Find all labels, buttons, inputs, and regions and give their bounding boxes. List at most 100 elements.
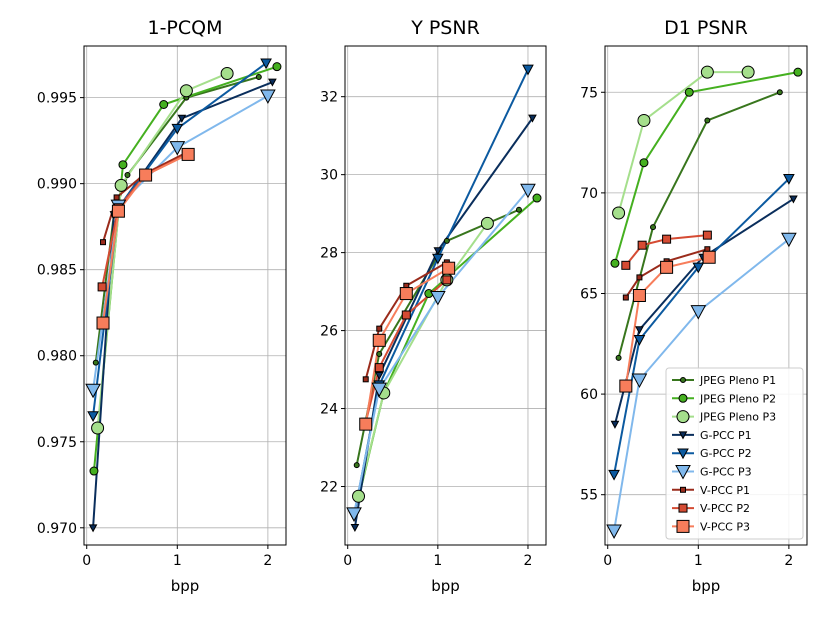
data-point-g-pcc-p3 <box>429 290 446 306</box>
x-tick-label: 2 <box>524 553 533 569</box>
data-point-v-pcc-p3 <box>632 289 646 302</box>
legend-marker <box>675 465 691 480</box>
data-point-g-pcc-p3 <box>781 232 797 248</box>
legend-label: V-PCC P2 <box>700 502 750 515</box>
data-point-g-pcc-p2 <box>608 469 620 481</box>
y-tick-label: 0.975 <box>37 435 77 451</box>
data-point-v-pcc-p3 <box>619 379 633 393</box>
series-line-v-pcc-p2 <box>364 279 448 423</box>
x-tick-label: 0 <box>603 553 612 569</box>
data-point-g-pcc-p2 <box>633 335 646 346</box>
chart-title: 1-PCQM <box>147 17 222 39</box>
data-point-g-pcc-p2 <box>171 123 184 135</box>
data-point-jpeg-pleno-p1 <box>650 224 657 231</box>
data-point-v-pcc-p3 <box>372 333 386 347</box>
legend-marker <box>680 377 686 383</box>
legend-box <box>665 367 804 540</box>
y-tick-label: 60 <box>580 387 598 403</box>
series-line-jpeg-pleno-p2 <box>614 71 799 264</box>
series-line-g-pcc-p1 <box>353 117 534 528</box>
data-point-g-pcc-p1 <box>789 195 798 204</box>
y-tick-label: 24 <box>320 402 338 418</box>
series-line-v-pcc-p3 <box>364 267 450 425</box>
legend-label: G-PCC P1 <box>700 429 752 442</box>
data-point-jpeg-pleno-p1 <box>376 350 383 357</box>
data-point-v-pcc-p1 <box>376 325 383 332</box>
series-group <box>606 65 803 539</box>
data-point-v-pcc-p3 <box>660 260 674 274</box>
y-tick-label: 75 <box>580 85 598 101</box>
data-point-v-pcc-p2 <box>374 363 384 373</box>
data-point-jpeg-pleno-p1 <box>443 237 450 244</box>
x-tick-label: 1 <box>694 553 703 569</box>
data-point-jpeg-pleno-p3 <box>741 65 755 79</box>
x-tick-label: 1 <box>433 553 442 569</box>
legend-marker <box>678 431 688 440</box>
data-point-v-pcc-p3 <box>442 261 456 275</box>
series-line-g-pcc-p3 <box>92 95 269 391</box>
legend-label: JPEG Pleno P3 <box>699 411 776 424</box>
data-point-jpeg-pleno-p1 <box>353 462 360 469</box>
data-point-jpeg-pleno-p2 <box>159 100 169 110</box>
series-line-g-pcc-p3 <box>613 238 790 532</box>
series-line-jpeg-pleno-p3 <box>357 222 489 497</box>
legend-marker <box>677 448 689 460</box>
x-axis-label: bpp <box>692 577 721 595</box>
series-line-v-pcc-p3 <box>102 153 189 324</box>
y-tick-label: 55 <box>580 488 598 504</box>
data-point-v-pcc-p2 <box>621 260 631 270</box>
data-point-g-pcc-p1 <box>268 78 277 87</box>
x-tick-label: 0 <box>82 553 91 569</box>
data-point-g-pcc-p3 <box>606 524 622 539</box>
series-group <box>85 58 282 533</box>
series-line-g-pcc-p1 <box>92 81 273 528</box>
y-tick-label: 0.985 <box>37 263 77 279</box>
legend-label: V-PCC P1 <box>700 484 750 497</box>
data-point-jpeg-pleno-p2 <box>639 158 649 168</box>
legend-marker <box>680 486 686 493</box>
data-point-jpeg-pleno-p1 <box>124 172 131 179</box>
data-point-jpeg-pleno-p2 <box>793 67 803 77</box>
series-line-v-pcc-p1 <box>364 261 448 380</box>
data-point-v-pcc-p2 <box>442 275 452 285</box>
axes-frame <box>604 45 808 546</box>
x-tick-label: 1 <box>173 553 182 569</box>
data-point-g-pcc-p2 <box>692 262 705 274</box>
x-axis-label: bpp <box>171 577 200 595</box>
data-point-jpeg-pleno-p2 <box>272 62 282 72</box>
data-point-jpeg-pleno-p1 <box>515 206 522 213</box>
data-point-v-pcc-p3 <box>96 316 110 330</box>
data-point-v-pcc-p3 <box>111 204 125 218</box>
y-tick-label: 28 <box>320 246 338 262</box>
data-point-jpeg-pleno-p3 <box>700 65 714 79</box>
data-point-jpeg-pleno-p3 <box>352 489 366 503</box>
legend-label: G-PCC P3 <box>700 466 752 479</box>
data-point-jpeg-pleno-p1 <box>255 73 262 80</box>
chart-title: Y PSNR <box>410 17 480 39</box>
data-point-v-pcc-p1 <box>622 294 629 301</box>
series-line-v-pcc-p1 <box>102 151 187 243</box>
data-point-jpeg-pleno-p3 <box>91 421 105 435</box>
data-point-v-pcc-p1 <box>636 274 643 281</box>
legend-marker <box>676 410 690 424</box>
y-tick-label: 32 <box>320 90 338 106</box>
data-point-g-pcc-p2 <box>431 253 444 265</box>
data-point-v-pcc-p3 <box>139 168 153 182</box>
data-point-g-pcc-p1 <box>374 371 384 380</box>
data-point-g-pcc-p1 <box>350 523 360 533</box>
data-point-g-pcc-p1 <box>433 247 443 256</box>
legend-label: G-PCC P2 <box>700 447 752 460</box>
data-point-g-pcc-p1 <box>635 326 644 335</box>
legend-label: JPEG Pleno P1 <box>699 374 776 387</box>
data-point-v-pcc-p1 <box>100 239 107 246</box>
y-tick-label: 30 <box>320 168 338 184</box>
legend-marker <box>678 503 688 513</box>
data-point-v-pcc-p2 <box>702 230 712 240</box>
data-point-g-pcc-p2 <box>260 58 272 70</box>
x-tick-label: 2 <box>784 553 793 569</box>
series-line-v-pcc-p1 <box>625 248 708 299</box>
data-point-v-pcc-p3 <box>399 287 413 301</box>
data-point-g-pcc-p1 <box>610 420 620 429</box>
y-tick-label: 0.995 <box>37 91 77 107</box>
